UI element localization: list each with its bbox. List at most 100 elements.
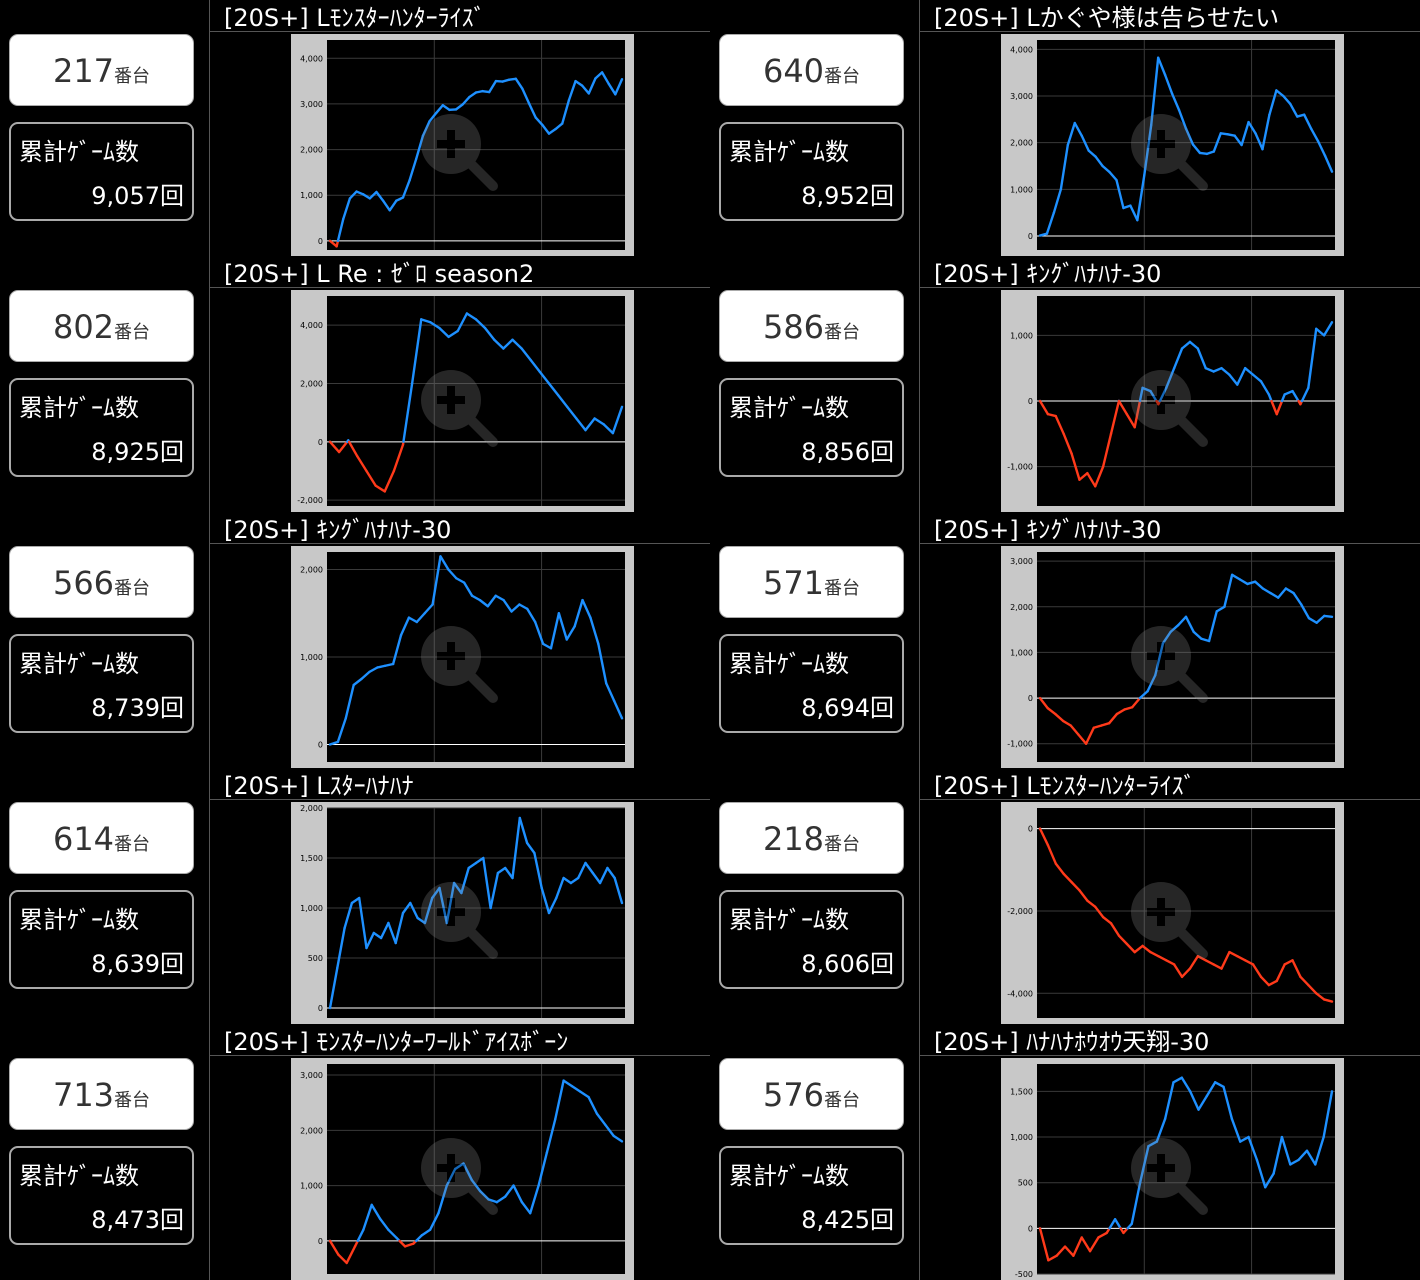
slump-graph[interactable]: -4,000 -2,000 0 [1001, 802, 1344, 1024]
graph-segment [328, 966, 339, 1010]
machine-entry[interactable]: 576番台 累計ｹﾞｰﾑ数 8,425回 [20S+] ﾊﾅﾊﾅﾎｳｵｳ天翔-30 -5… [710, 1024, 1420, 1280]
graph-segment [401, 901, 412, 915]
graph-segment [456, 312, 469, 333]
y-tick-label: 4,000 [300, 321, 323, 330]
machine-title[interactable]: [20S+] ﾓﾝｽﾀｰﾊﾝﾀｰﾜｰﾙﾄﾞｱｲｽﾎﾞｰﾝ [224, 1028, 569, 1056]
graph-segment [1149, 389, 1158, 403]
graph-segment [1284, 587, 1295, 595]
machine-title[interactable]: [20S+] ﾊﾅﾊﾅﾎｳｵｳ天翔-30 [934, 1028, 1210, 1056]
graph-segment [1066, 121, 1076, 147]
machine-entry[interactable]: 586番台 累計ｹﾞｰﾑ数 8,856回 [20S+] ｷﾝｸﾞﾊﾅﾊﾅ-30 -1,0… [710, 256, 1420, 512]
graph-segment [1253, 580, 1265, 590]
machine-entry[interactable]: 640番台 累計ｹﾞｰﾑ数 8,952回 [20S+] Lかぐや様は告らせたい 0 1,0… [710, 0, 1420, 256]
graph-segment [1323, 154, 1334, 173]
slump-graph[interactable]: -1,000 0 1,000 2,000 3,000 [1001, 546, 1344, 768]
graph-segment [1087, 149, 1097, 158]
graph-segment [1158, 386, 1168, 403]
graph-segment [388, 199, 398, 212]
slump-graph[interactable]: 0 1,000 2,000 [291, 546, 634, 768]
slump-graph[interactable]: 0 1,000 2,000 3,000 4,000 [1001, 34, 1344, 256]
graph-segment [430, 886, 441, 900]
machine-entry[interactable]: 571番台 累計ｹﾞｰﾑ数 8,694回 [20S+] ｷﾝｸﾞﾊﾅﾊﾅ-30 -1,0… [710, 512, 1420, 768]
y-tick-label: 3,000 [1010, 557, 1033, 566]
graph-segment [356, 455, 368, 473]
machine-number-badge[interactable]: 802番台 [9, 290, 194, 362]
machine-entry[interactable]: 713番台 累計ｹﾞｰﾑ数 8,473回 [20S+] ﾓﾝｽﾀｰﾊﾝﾀｰﾜｰﾙﾄﾞｱ… [0, 1024, 710, 1280]
machine-title[interactable]: [20S+] ｷﾝｸﾞﾊﾅﾊﾅ-30 [224, 516, 452, 544]
graph-segment [478, 1189, 490, 1201]
graph-segment [1297, 1149, 1309, 1162]
graph-segment [1080, 1236, 1092, 1253]
machine-title[interactable]: [20S+] ｷﾝｸﾞﾊﾅﾊﾅ-30 [934, 516, 1162, 544]
graph-segment [347, 440, 359, 458]
zoom-icon [421, 114, 498, 191]
graph-segment [1054, 712, 1065, 723]
graph-segment [387, 1228, 398, 1240]
graph-segment [547, 382, 560, 397]
graph-segment [514, 77, 524, 91]
graph-segment [612, 699, 624, 720]
graph-segment [1115, 708, 1126, 716]
machine-title[interactable]: [20S+] Lﾓﾝｽﾀｰﾊﾝﾀｰﾗｲｽﾞ [934, 772, 1196, 800]
graph-segment [1233, 134, 1243, 147]
graph-segment [1228, 373, 1239, 386]
graph-segment [429, 321, 441, 330]
slump-graph[interactable]: -2,000 0 2,000 4,000 [291, 290, 634, 512]
graph-segment [409, 901, 419, 920]
machine-title[interactable]: [20S+] ｷﾝｸﾞﾊﾅﾊﾅ-30 [934, 260, 1162, 288]
graph-segment [392, 443, 405, 473]
machine-entry[interactable]: 566番台 累計ｹﾞｰﾑ数 8,739回 [20S+] ｷﾝｸﾞﾊﾅﾊﾅ-30 0 1,0… [0, 512, 710, 768]
slump-graph[interactable]: -1,000 0 1,000 [1001, 290, 1344, 512]
slump-graph[interactable]: 0 500 1,000 1,500 2,000 [291, 802, 634, 1024]
graph-segment [423, 896, 434, 925]
title-underline [209, 1055, 710, 1056]
machine-entry[interactable]: 614番台 累計ｹﾞｰﾑ数 8,639回 [20S+] Lｽﾀｰﾊﾅﾊﾅ 0 500 1,0… [0, 768, 710, 1024]
graph-segment [1038, 827, 1050, 847]
machine-number-badge[interactable]: 713番台 [9, 1058, 194, 1130]
machine-number-badge[interactable]: 586番台 [719, 290, 904, 362]
total-games-label: 累計ｹﾞｰﾑ数 [729, 1162, 849, 1190]
graph-segment [549, 612, 561, 650]
machine-number-badge[interactable]: 571番台 [719, 546, 904, 618]
machine-entry[interactable]: 217番台 累計ｹﾞｰﾑ数 9,057回 [20S+] Lﾓﾝｽﾀｰﾊﾝﾀｰﾗｲｽﾞ 0… [0, 0, 710, 256]
plot-area [327, 296, 625, 506]
graph-segment [1108, 170, 1118, 182]
machine-title[interactable]: [20S+] Lかぐや様は告らせたい [934, 4, 1280, 32]
title-underline [919, 799, 1420, 800]
graph-segment [1236, 955, 1247, 962]
machine-entry[interactable]: 218番台 累計ｹﾞｰﾑ数 8,606回 [20S+] Lﾓﾝｽﾀｰﾊﾝﾀｰﾗｲｽﾞ -… [710, 768, 1420, 1024]
graph-segment [1196, 955, 1207, 962]
title-underline [209, 31, 710, 32]
y-tick-label: 0 [1028, 397, 1033, 406]
machine-title[interactable]: [20S+] L Re : ｾﾞﾛ season2 [224, 260, 535, 288]
graph-segment [541, 123, 551, 135]
machine-title[interactable]: [20S+] Lﾓﾝｽﾀｰﾊﾝﾀｰﾗｲｽﾞ [224, 4, 486, 32]
graph-segment [1212, 132, 1222, 153]
graph-segment [445, 1167, 457, 1187]
machine-number-badge[interactable]: 217番台 [9, 34, 194, 106]
machine-number-badge[interactable]: 218番台 [719, 802, 904, 874]
graph-segment [1230, 1117, 1242, 1143]
graph-segment [1220, 366, 1231, 376]
slump-graph[interactable]: -500 0 500 1,000 1,500 [1001, 1058, 1344, 1280]
graph-segment [1289, 1158, 1300, 1166]
graph-segment [1141, 386, 1152, 393]
slump-graph[interactable]: 0 1,000 2,000 3,000 [291, 1058, 634, 1280]
graph-segment [1283, 959, 1294, 966]
y-tick-label: 4,000 [300, 54, 323, 63]
graph-segment [1097, 1231, 1108, 1239]
machine-number-badge[interactable]: 640番台 [719, 34, 904, 106]
graph-segment [529, 1184, 540, 1215]
machine-number-badge[interactable]: 576番台 [719, 1058, 904, 1130]
graph-segment [336, 717, 347, 744]
graph-segment [574, 79, 584, 87]
graph-segment [611, 405, 624, 435]
slump-graph[interactable]: 0 1,000 2,000 3,000 4,000 [291, 34, 634, 256]
machine-number-suffix: 番台 [824, 66, 861, 87]
machine-entry[interactable]: 802番台 累計ｹﾞｰﾑ数 8,925回 [20S+] L Re : ｾﾞﾛ seas… [0, 256, 710, 512]
graph-segment [460, 866, 470, 895]
machine-number-badge[interactable]: 566番台 [9, 546, 194, 618]
machine-title[interactable]: [20S+] Lｽﾀｰﾊﾅﾊﾅ [224, 772, 414, 800]
graph-segment [1259, 380, 1271, 396]
machine-number-badge[interactable]: 614番台 [9, 802, 194, 874]
